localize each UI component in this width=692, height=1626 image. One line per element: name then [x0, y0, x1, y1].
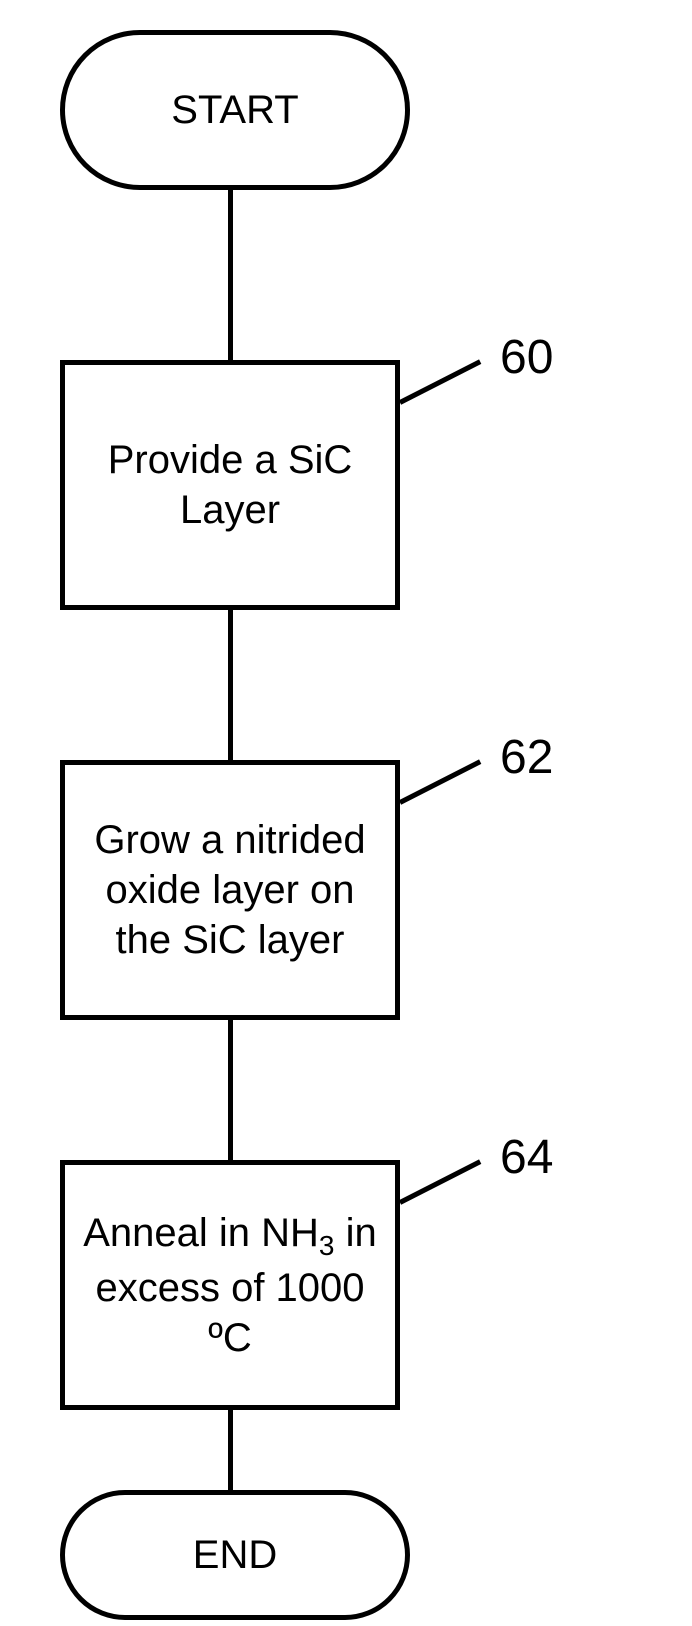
connector-start-60: [228, 185, 233, 360]
callout-label-60: 60: [500, 330, 553, 385]
callout-label-64: 64: [500, 1130, 553, 1185]
process-64-text: Anneal in NH3 in excess of 1000 ºC: [75, 1208, 385, 1363]
end-node: END: [60, 1490, 410, 1620]
process-60: Provide a SiC Layer: [60, 360, 400, 610]
end-label: END: [193, 1530, 277, 1580]
start-label: START: [171, 85, 298, 135]
connector-64-end: [228, 1410, 233, 1490]
connector-62-64: [228, 1020, 233, 1160]
connector-60-62: [228, 610, 233, 760]
callout-label-62: 62: [500, 730, 553, 785]
callout-line-60: [399, 359, 481, 404]
start-node: START: [60, 30, 410, 190]
callout-line-62: [399, 759, 481, 804]
process-60-text: Provide a SiC Layer: [75, 435, 385, 535]
flowchart-canvas: START Provide a SiC Layer 60 Grow a nitr…: [0, 0, 692, 1626]
callout-line-64: [399, 1159, 481, 1204]
process-64: Anneal in NH3 in excess of 1000 ºC: [60, 1160, 400, 1410]
process-62-text: Grow a nitrided oxide layer on the SiC l…: [75, 815, 385, 965]
process-62: Grow a nitrided oxide layer on the SiC l…: [60, 760, 400, 1020]
